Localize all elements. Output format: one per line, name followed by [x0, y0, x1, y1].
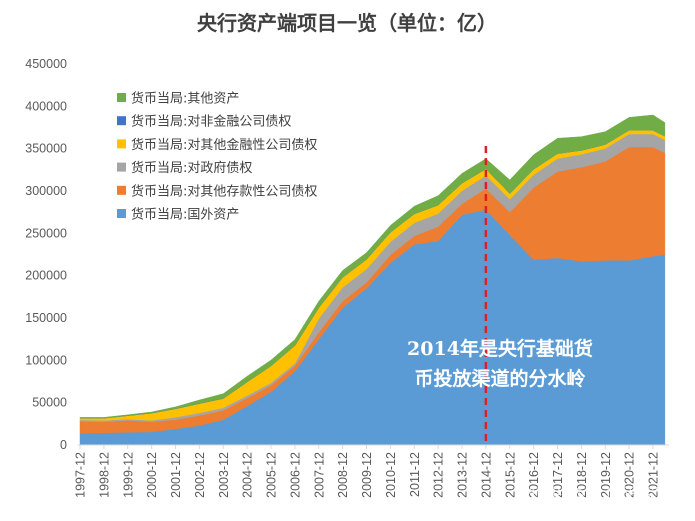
y-tick-label: 300000 [25, 184, 67, 198]
watermark: 知乎 @ALM研究室 [528, 485, 671, 505]
y-tick-label: 50000 [32, 396, 67, 410]
x-tick-label: 2003-12 [217, 452, 231, 498]
legend-label: 货币当局:对其他存款性公司债权 [131, 183, 317, 199]
x-tick-label: 2014-12 [479, 452, 493, 498]
x-tick-label: 2009-12 [360, 452, 374, 498]
y-tick-label: 400000 [25, 99, 67, 113]
x-tick-label: 2008-12 [336, 452, 350, 498]
x-tick-label: 2011-12 [408, 452, 422, 497]
legend-swatch [117, 116, 126, 126]
y-tick-label: 250000 [25, 226, 67, 240]
area-series-5 [79, 114, 666, 419]
x-tick-label: 2001-12 [169, 452, 183, 498]
x-tick-label: 1999-12 [121, 452, 135, 498]
y-tick-label: 150000 [25, 311, 67, 325]
y-tick-label: 450000 [25, 57, 67, 71]
x-tick-label: 2018-12 [575, 452, 589, 498]
legend-swatch [117, 162, 126, 172]
y-tick-label: 350000 [25, 142, 67, 156]
x-tick-label: 2013-12 [456, 452, 470, 498]
legend-label: 货币当局:对非金融公司债权 [131, 114, 291, 130]
legend-swatch [117, 139, 126, 149]
x-tick-label: 2007-12 [312, 452, 326, 498]
legend-label: 货币当局:对政府债权 [131, 160, 252, 176]
x-tick-label: 2000-12 [145, 452, 159, 498]
x-tick-label: 2010-12 [384, 452, 398, 498]
y-tick-label: 0 [60, 438, 67, 452]
y-axis: 0 50000 100000 150000 200000 250000 300000 3500… [25, 57, 67, 452]
x-tick-label: 2016-12 [527, 452, 541, 498]
annotation-line-2: 币投放渠道的分水岭 [414, 367, 585, 390]
x-tick-label: 2012-12 [432, 452, 446, 498]
x-tick-label: 1998-12 [97, 452, 111, 498]
plot-areas [79, 114, 666, 446]
x-tick-label: 1997-12 [74, 452, 88, 498]
x-tick-label: 2017-12 [551, 452, 565, 498]
x-tick-label: 2020-12 [623, 452, 637, 498]
x-tick-label: 2006-12 [288, 452, 302, 498]
x-tick-label: 2005-12 [265, 452, 279, 498]
annotation-line-1: 2014年是央行基础货 [407, 337, 593, 360]
y-tick-label: 100000 [25, 353, 67, 367]
legend: 货币当局:其他资产货币当局:对非金融公司债权货币当局:对其他金融性公司债权货币当… [117, 91, 317, 223]
x-tick-label: 2015-12 [503, 452, 517, 498]
chart-title: 央行资产端项目一览（单位：亿） [197, 11, 497, 35]
x-tick-label: 2004-12 [241, 452, 255, 498]
legend-label: 货币当局:对其他金融性公司债权 [131, 137, 317, 153]
x-tick-label: 2021-12 [647, 452, 661, 498]
legend-swatch [117, 185, 126, 195]
legend-swatch [117, 93, 126, 102]
y-tick-label: 200000 [25, 269, 67, 283]
x-axis: 1997-12 1998-12 1999-12 2000-12 2001-12 2002-… [74, 445, 661, 498]
x-tick-label: 2019-12 [599, 452, 613, 498]
legend-label: 货币当局:其他资产 [131, 91, 239, 107]
x-tick-label: 2002-12 [193, 452, 207, 498]
legend-swatch [117, 209, 126, 218]
legend-label: 货币当局:国外资产 [131, 207, 239, 223]
